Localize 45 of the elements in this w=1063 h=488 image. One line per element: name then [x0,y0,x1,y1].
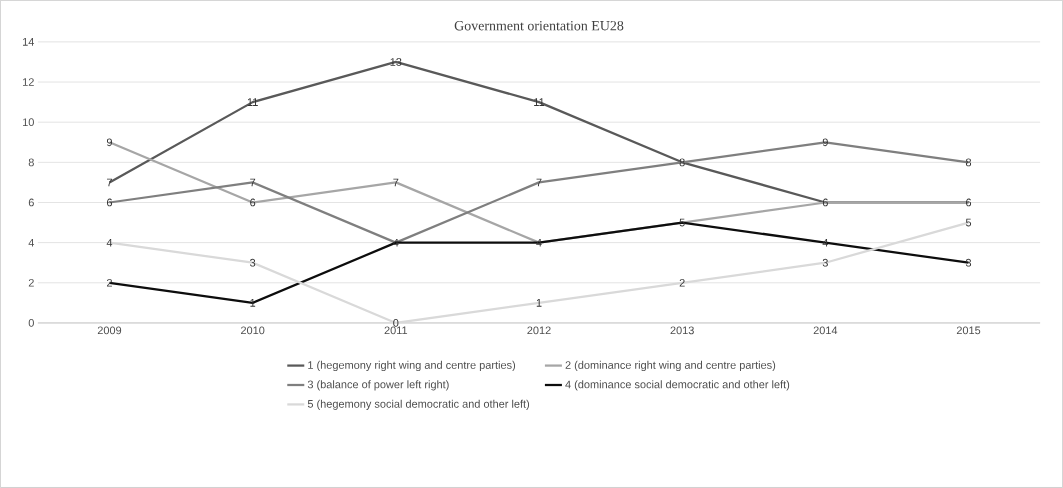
legend-label: 1 (hegemony right wing and centre parties) [308,360,516,372]
data-label: 9 [822,138,828,147]
data-label: 7 [393,178,399,187]
y-tick-label: 6 [28,198,34,207]
x-tick-label: 2012 [527,326,551,335]
x-tick-label: 2013 [670,326,694,335]
x-tick-label: 2011 [384,326,408,335]
y-tick-label: 4 [28,238,35,247]
data-label: 2 [106,279,112,287]
x-tick-label: 2014 [813,326,838,335]
data-label: 8 [965,158,972,167]
data-label: 3 [250,258,256,267]
legend-label: 5 (hegemony social democratic and other left) [307,399,530,410]
legend-label: 4 (dominance social democratic and other left) [565,380,790,391]
y-tick-label: 0 [28,319,34,327]
x-tick-label: 2010 [241,326,265,335]
data-label: 5 [965,218,972,227]
x-tick-label: 2009 [97,326,122,335]
y-tick-label: 10 [23,118,34,127]
data-label: 3 [965,258,972,267]
legend-label: 3 (balance of power left right) [307,380,449,391]
data-label: 1 [536,299,542,307]
legend-label: 2 (dominance right wing and centre parties) [565,360,776,372]
data-label: 7 [106,178,112,187]
data-label: 4 [106,238,113,247]
data-label: 1 [250,299,256,307]
data-label: 11 [534,98,545,106]
y-tick-label: 2 [28,279,34,287]
data-label: 6 [106,198,113,207]
y-tick-label: 14 [23,38,35,46]
data-label: 7 [536,178,542,187]
y-tick-label: 8 [28,158,34,167]
data-label: 7 [250,178,256,187]
chart-title: Government orientation EU28 [454,21,624,31]
data-label: 4 [822,238,829,247]
data-label: 2 [679,279,685,287]
data-label: 6 [250,198,256,207]
data-label: 0 [393,319,399,327]
data-label: 6 [822,198,828,207]
data-label: 9 [106,138,113,147]
data-label: 4 [536,238,542,247]
y-tick-label: 12 [23,78,34,86]
data-label: 3 [822,258,828,267]
data-label: 6 [966,198,972,207]
x-tick-label: 2015 [956,326,981,335]
